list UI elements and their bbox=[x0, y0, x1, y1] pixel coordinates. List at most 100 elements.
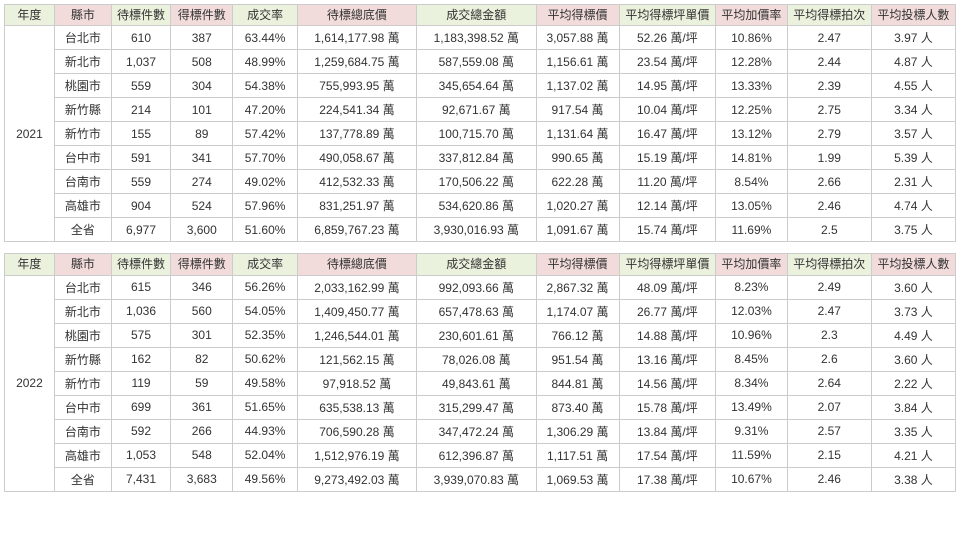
cell: 57.42% bbox=[233, 122, 297, 146]
cell: 台中市 bbox=[54, 146, 111, 170]
cell: 16.47 萬/坪 bbox=[619, 122, 716, 146]
cell: 44.93% bbox=[233, 419, 297, 443]
cell: 2,867.32 萬 bbox=[536, 275, 619, 299]
cell: 新北市 bbox=[54, 299, 111, 323]
cell: 2.6 bbox=[787, 347, 871, 371]
cell: 990.65 萬 bbox=[536, 146, 619, 170]
cell: 1,020.27 萬 bbox=[536, 194, 619, 218]
table-row: 2022台北市61534656.26%2,033,162.99 萬992,093… bbox=[5, 275, 956, 299]
cell: 345,654.64 萬 bbox=[417, 74, 536, 98]
cell: 全省 bbox=[54, 218, 111, 242]
cell: 51.60% bbox=[233, 218, 297, 242]
cell: 587,559.08 萬 bbox=[417, 50, 536, 74]
cell: 2.22 人 bbox=[871, 371, 955, 395]
table-row: 新北市1,03656054.05%1,409,450.77 萬657,478.6… bbox=[5, 299, 956, 323]
col-header: 平均投標人數 bbox=[871, 5, 955, 26]
cell: 54.38% bbox=[233, 74, 297, 98]
cell: 12.25% bbox=[716, 98, 788, 122]
table-row: 全省6,9773,60051.60%6,859,767.23 萬3,930,01… bbox=[5, 218, 956, 242]
cell: 49.02% bbox=[233, 170, 297, 194]
cell: 2.47 bbox=[787, 26, 871, 50]
cell: 8.23% bbox=[716, 275, 788, 299]
table-row: 桃園市57530152.35%1,246,544.01 萬230,601.61 … bbox=[5, 323, 956, 347]
cell: 548 bbox=[171, 443, 233, 467]
cell: 6,977 bbox=[111, 218, 170, 242]
cell: 2.31 人 bbox=[871, 170, 955, 194]
cell: 873.40 萬 bbox=[536, 395, 619, 419]
table-row: 高雄市90452457.96%831,251.97 萬534,620.86 萬1… bbox=[5, 194, 956, 218]
cell: 8.45% bbox=[716, 347, 788, 371]
cell: 992,093.66 萬 bbox=[417, 275, 536, 299]
cell: 559 bbox=[111, 74, 170, 98]
cell: 2.15 bbox=[787, 443, 871, 467]
cell: 6,859,767.23 萬 bbox=[297, 218, 416, 242]
cell: 8.54% bbox=[716, 170, 788, 194]
cell: 559 bbox=[111, 170, 170, 194]
cell: 3.34 人 bbox=[871, 98, 955, 122]
col-header: 成交率 bbox=[233, 5, 297, 26]
cell: 4.87 人 bbox=[871, 50, 955, 74]
table-row: 全省7,4313,68349.56%9,273,492.03 萬3,939,07… bbox=[5, 467, 956, 491]
cell: 575 bbox=[111, 323, 170, 347]
cell: 3.60 人 bbox=[871, 275, 955, 299]
cell: 699 bbox=[111, 395, 170, 419]
cell: 490,058.67 萬 bbox=[297, 146, 416, 170]
cell: 5.39 人 bbox=[871, 146, 955, 170]
cell: 13.16 萬/坪 bbox=[619, 347, 716, 371]
cell: 1,183,398.52 萬 bbox=[417, 26, 536, 50]
cell: 56.26% bbox=[233, 275, 297, 299]
cell: 桃園市 bbox=[54, 74, 111, 98]
header-row: 年度縣市待標件數得標件數成交率待標總底價成交總金額平均得標價平均得標坪單價平均加… bbox=[5, 254, 956, 275]
col-header: 待標件數 bbox=[111, 5, 170, 26]
cell: 13.05% bbox=[716, 194, 788, 218]
cell: 1,409,450.77 萬 bbox=[297, 299, 416, 323]
cell: 26.77 萬/坪 bbox=[619, 299, 716, 323]
cell: 1,174.07 萬 bbox=[536, 299, 619, 323]
cell: 508 bbox=[171, 50, 233, 74]
cell: 14.88 萬/坪 bbox=[619, 323, 716, 347]
cell: 10.04 萬/坪 bbox=[619, 98, 716, 122]
cell: 82 bbox=[171, 347, 233, 371]
cell: 13.12% bbox=[716, 122, 788, 146]
cell: 8.34% bbox=[716, 371, 788, 395]
cell: 387 bbox=[171, 26, 233, 50]
cell: 534,620.86 萬 bbox=[417, 194, 536, 218]
cell: 3.84 人 bbox=[871, 395, 955, 419]
cell: 1,053 bbox=[111, 443, 170, 467]
col-header: 得標件數 bbox=[171, 254, 233, 275]
cell: 50.62% bbox=[233, 347, 297, 371]
cell: 755,993.95 萬 bbox=[297, 74, 416, 98]
cell: 2.75 bbox=[787, 98, 871, 122]
auction-stats-table: 年度縣市待標件數得標件數成交率待標總底價成交總金額平均得標價平均得標坪單價平均加… bbox=[4, 4, 956, 492]
cell: 15.74 萬/坪 bbox=[619, 218, 716, 242]
cell: 48.09 萬/坪 bbox=[619, 275, 716, 299]
cell: 831,251.97 萬 bbox=[297, 194, 416, 218]
cell: 266 bbox=[171, 419, 233, 443]
cell: 23.54 萬/坪 bbox=[619, 50, 716, 74]
cell: 635,538.13 萬 bbox=[297, 395, 416, 419]
cell: 12.14 萬/坪 bbox=[619, 194, 716, 218]
cell: 台南市 bbox=[54, 419, 111, 443]
cell: 51.65% bbox=[233, 395, 297, 419]
cell: 13.84 萬/坪 bbox=[619, 419, 716, 443]
cell: 3,600 bbox=[171, 218, 233, 242]
col-header: 平均得標價 bbox=[536, 5, 619, 26]
col-header: 平均得標坪單價 bbox=[619, 254, 716, 275]
cell: 高雄市 bbox=[54, 194, 111, 218]
cell: 1,069.53 萬 bbox=[536, 467, 619, 491]
cell: 3.57 人 bbox=[871, 122, 955, 146]
cell: 2.47 bbox=[787, 299, 871, 323]
cell: 101 bbox=[171, 98, 233, 122]
col-header: 年度 bbox=[5, 5, 55, 26]
cell: 新竹縣 bbox=[54, 347, 111, 371]
cell: 2.5 bbox=[787, 218, 871, 242]
cell: 1,091.67 萬 bbox=[536, 218, 619, 242]
col-header: 成交率 bbox=[233, 254, 297, 275]
cell: 1.99 bbox=[787, 146, 871, 170]
cell: 230,601.61 萬 bbox=[417, 323, 536, 347]
cell: 17.38 萬/坪 bbox=[619, 467, 716, 491]
cell: 2.3 bbox=[787, 323, 871, 347]
cell: 3,930,016.93 萬 bbox=[417, 218, 536, 242]
cell: 1,137.02 萬 bbox=[536, 74, 619, 98]
col-header: 年度 bbox=[5, 254, 55, 275]
